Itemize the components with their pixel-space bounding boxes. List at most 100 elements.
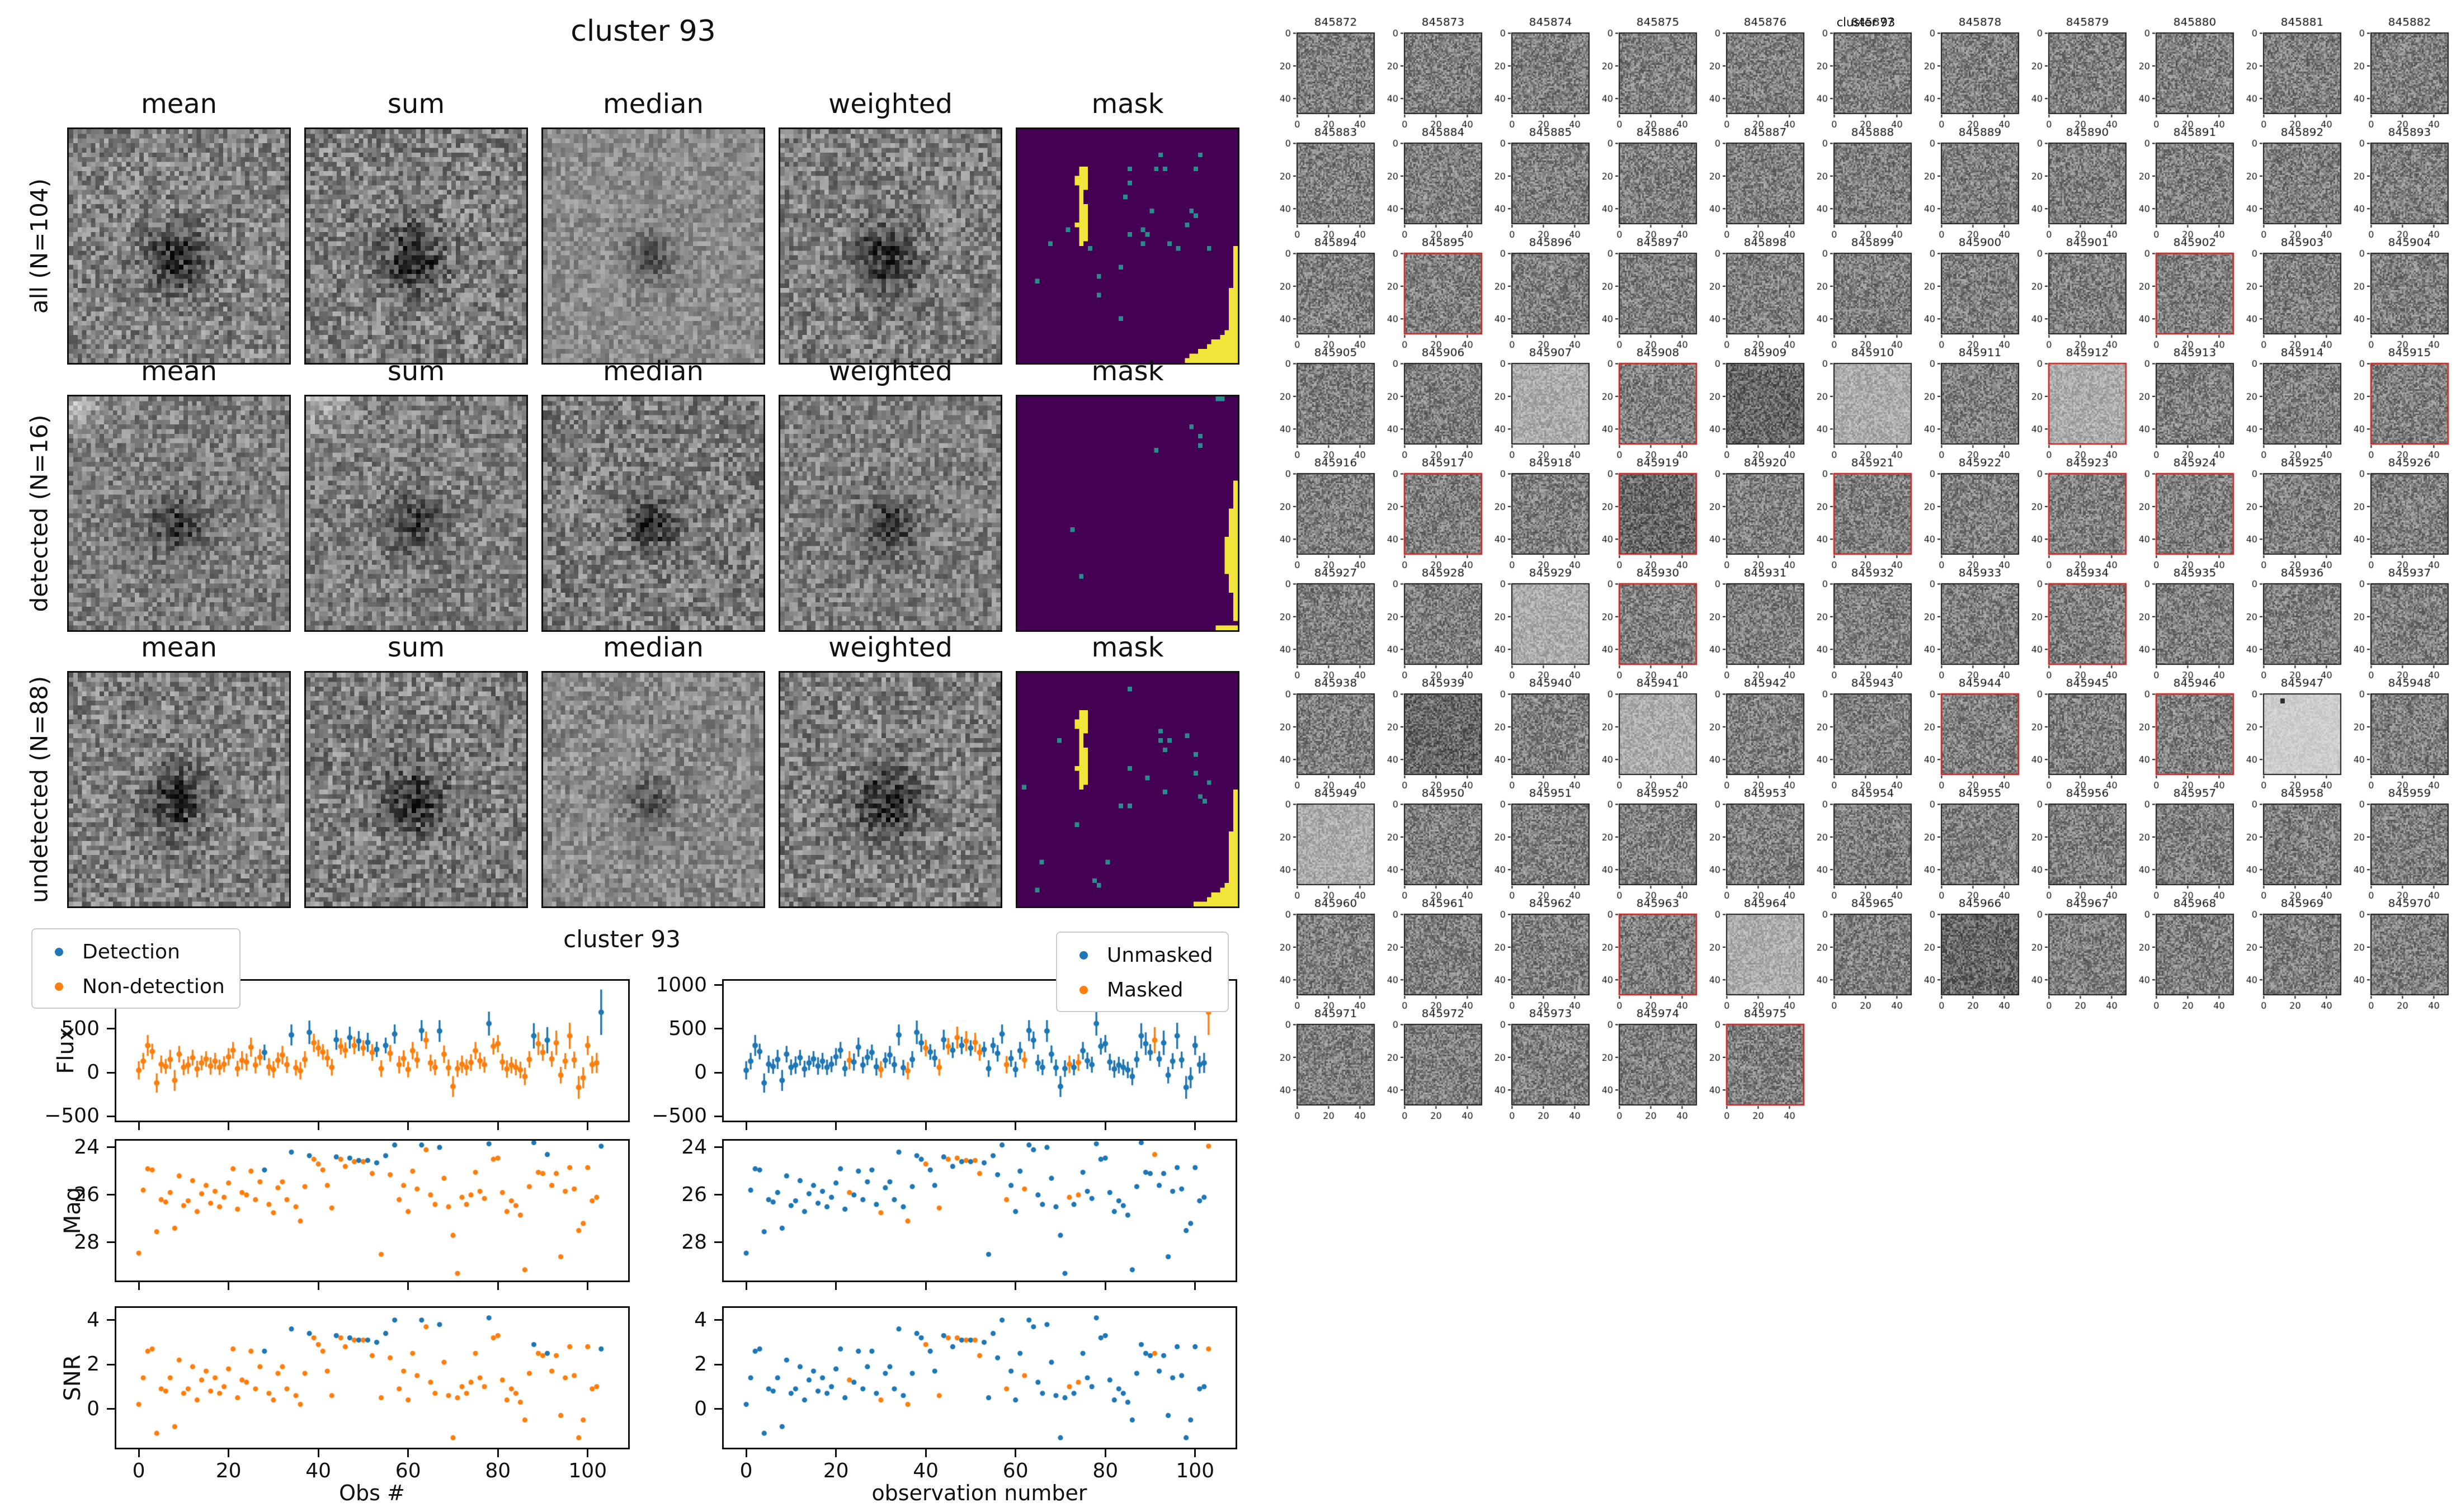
ytick-mark	[714, 1363, 722, 1365]
thumbnail-cell-845906	[1383, 346, 1490, 459]
stack-image-mean-undetected	[67, 671, 291, 908]
thumbnail-cell-845955	[1920, 787, 2027, 900]
thumbnail-845898	[1705, 236, 1812, 349]
stack-image-weighted-detected	[779, 395, 1002, 632]
thumbnail-845929	[1490, 566, 1597, 679]
thumbnail-cell-845928	[1383, 566, 1490, 679]
thumbnail-845932	[1812, 566, 1920, 679]
thumbnail-cell-845946	[2134, 677, 2242, 790]
legend-label-detection: Detection	[82, 940, 180, 963]
ytick-label-mag: 24	[681, 1135, 707, 1159]
stack-row-label-all: all (N=104)	[25, 178, 53, 314]
thumbnail-845972	[1383, 1007, 1490, 1120]
thumbnail-845905	[1275, 346, 1383, 459]
thumbnail-845926	[2349, 456, 2457, 569]
ytick-mark	[714, 1408, 722, 1410]
legend-label-unmasked: Unmasked	[1107, 943, 1213, 967]
thumbnail-cell-845896	[1490, 236, 1597, 349]
thumbnail-cell-845874	[1490, 16, 1597, 129]
thumbnail-cell-845964	[1705, 897, 1812, 1010]
xtick-mark	[1194, 1449, 1196, 1457]
thumbnail-845872	[1275, 16, 1383, 129]
thumbnail-cell-845888	[1812, 126, 1920, 239]
ytick-label-snr: 0	[694, 1397, 707, 1420]
thumbnail-cell-845951	[1490, 787, 1597, 900]
thumbnail-cell-845921	[1812, 456, 1920, 569]
thumbnail-cell-845907	[1490, 346, 1597, 459]
thumbnail-845958	[2242, 787, 2349, 900]
thumbnail-cell-845933	[1920, 566, 2027, 679]
xtick-mark	[228, 1282, 230, 1290]
ytick-mark	[714, 1319, 722, 1321]
ytick-mark	[107, 1071, 115, 1074]
ytick-label-snr: 2	[87, 1353, 100, 1376]
panel-title-weighted-undetected: weighted	[828, 632, 953, 663]
panel-title-mean-all: mean	[140, 88, 218, 120]
thumbnail-cell-845905	[1275, 346, 1383, 459]
thumbnail-845907	[1490, 346, 1597, 459]
legend-label-nondetection: Non-detection	[82, 975, 225, 998]
thumbnail-cell-845887	[1705, 126, 1812, 239]
xtick-mark	[925, 1449, 927, 1457]
xtick-label: 100	[1176, 1459, 1215, 1482]
thumbnail-cell-845890	[2027, 126, 2134, 239]
xtick-mark	[407, 1122, 409, 1130]
thumbnail-cell-845897	[1597, 236, 1705, 349]
legend-row-detection: Detection	[45, 937, 225, 966]
thumbnail-845963-masked	[1597, 897, 1705, 1010]
xtick-mark	[138, 1122, 140, 1130]
thumbnail-cell-845965	[1812, 897, 1920, 1010]
ytick-label-snr: 4	[694, 1308, 707, 1331]
thumbnail-845949	[1275, 787, 1383, 900]
panel-title-median-detected: median	[603, 356, 704, 387]
thumbnail-cell-845926	[2349, 456, 2457, 569]
thumbnail-845914	[2242, 346, 2349, 459]
thumbnail-cell-845911	[1920, 346, 2027, 459]
ytick-label-mag: 26	[681, 1183, 707, 1206]
ytick-mark	[107, 1115, 115, 1117]
xtick-mark	[925, 1122, 927, 1130]
ytick-label-flux: 0	[694, 1061, 707, 1084]
ytick-mark	[107, 1028, 115, 1030]
thumbnail-cell-845961	[1383, 897, 1490, 1010]
thumbnail-cell-845873	[1383, 16, 1490, 129]
thumbnail-cell-845932	[1812, 566, 1920, 679]
xtick-mark	[1015, 1282, 1017, 1290]
xtick-label: 40	[305, 1459, 332, 1482]
thumbnail-845908-masked	[1597, 346, 1705, 459]
thumbnail-cell-845875	[1597, 16, 1705, 129]
thumbnail-845906	[1383, 346, 1490, 459]
xtick-mark	[138, 1282, 140, 1290]
thumbnail-845970	[2349, 897, 2457, 1010]
thumbnail-845955	[1920, 787, 2027, 900]
snr-plot-left	[115, 1306, 630, 1449]
thumbnail-845931	[1705, 566, 1812, 679]
thumbnail-845935	[2134, 566, 2242, 679]
xtick-mark	[745, 1122, 747, 1130]
thumbnail-cell-845878	[1920, 16, 2027, 129]
thumbnail-cell-845959	[2349, 787, 2457, 900]
thumbnail-845875	[1597, 16, 1705, 129]
thumbnail-cell-845883	[1275, 126, 1383, 239]
thumbnail-845925	[2242, 456, 2349, 569]
thumbnail-cell-845925	[2242, 456, 2349, 569]
thumbnail-cell-845909	[1705, 346, 1812, 459]
thumbnail-845918	[1490, 456, 1597, 569]
thumbnail-845966	[1920, 897, 2027, 1010]
thumbnail-cell-845922	[1920, 456, 2027, 569]
xtick-label: 100	[568, 1459, 607, 1482]
thumbnail-cell-845968	[2134, 897, 2242, 1010]
thumbnail-845900	[1920, 236, 2027, 349]
panel-title-mean-detected: mean	[140, 356, 218, 387]
thumbnail-cell-845918	[1490, 456, 1597, 569]
thumbnail-845903	[2242, 236, 2349, 349]
thumbnail-845883	[1275, 126, 1383, 239]
xtick-mark	[1015, 1449, 1017, 1457]
xtick-mark	[1015, 1122, 1017, 1130]
thumbnail-845923-masked	[2027, 456, 2134, 569]
panel-title-weighted-all: weighted	[828, 88, 953, 120]
thumbnail-845896	[1490, 236, 1597, 349]
thumbnail-845953	[1705, 787, 1812, 900]
thumbnail-cell-845975	[1705, 1007, 1812, 1120]
